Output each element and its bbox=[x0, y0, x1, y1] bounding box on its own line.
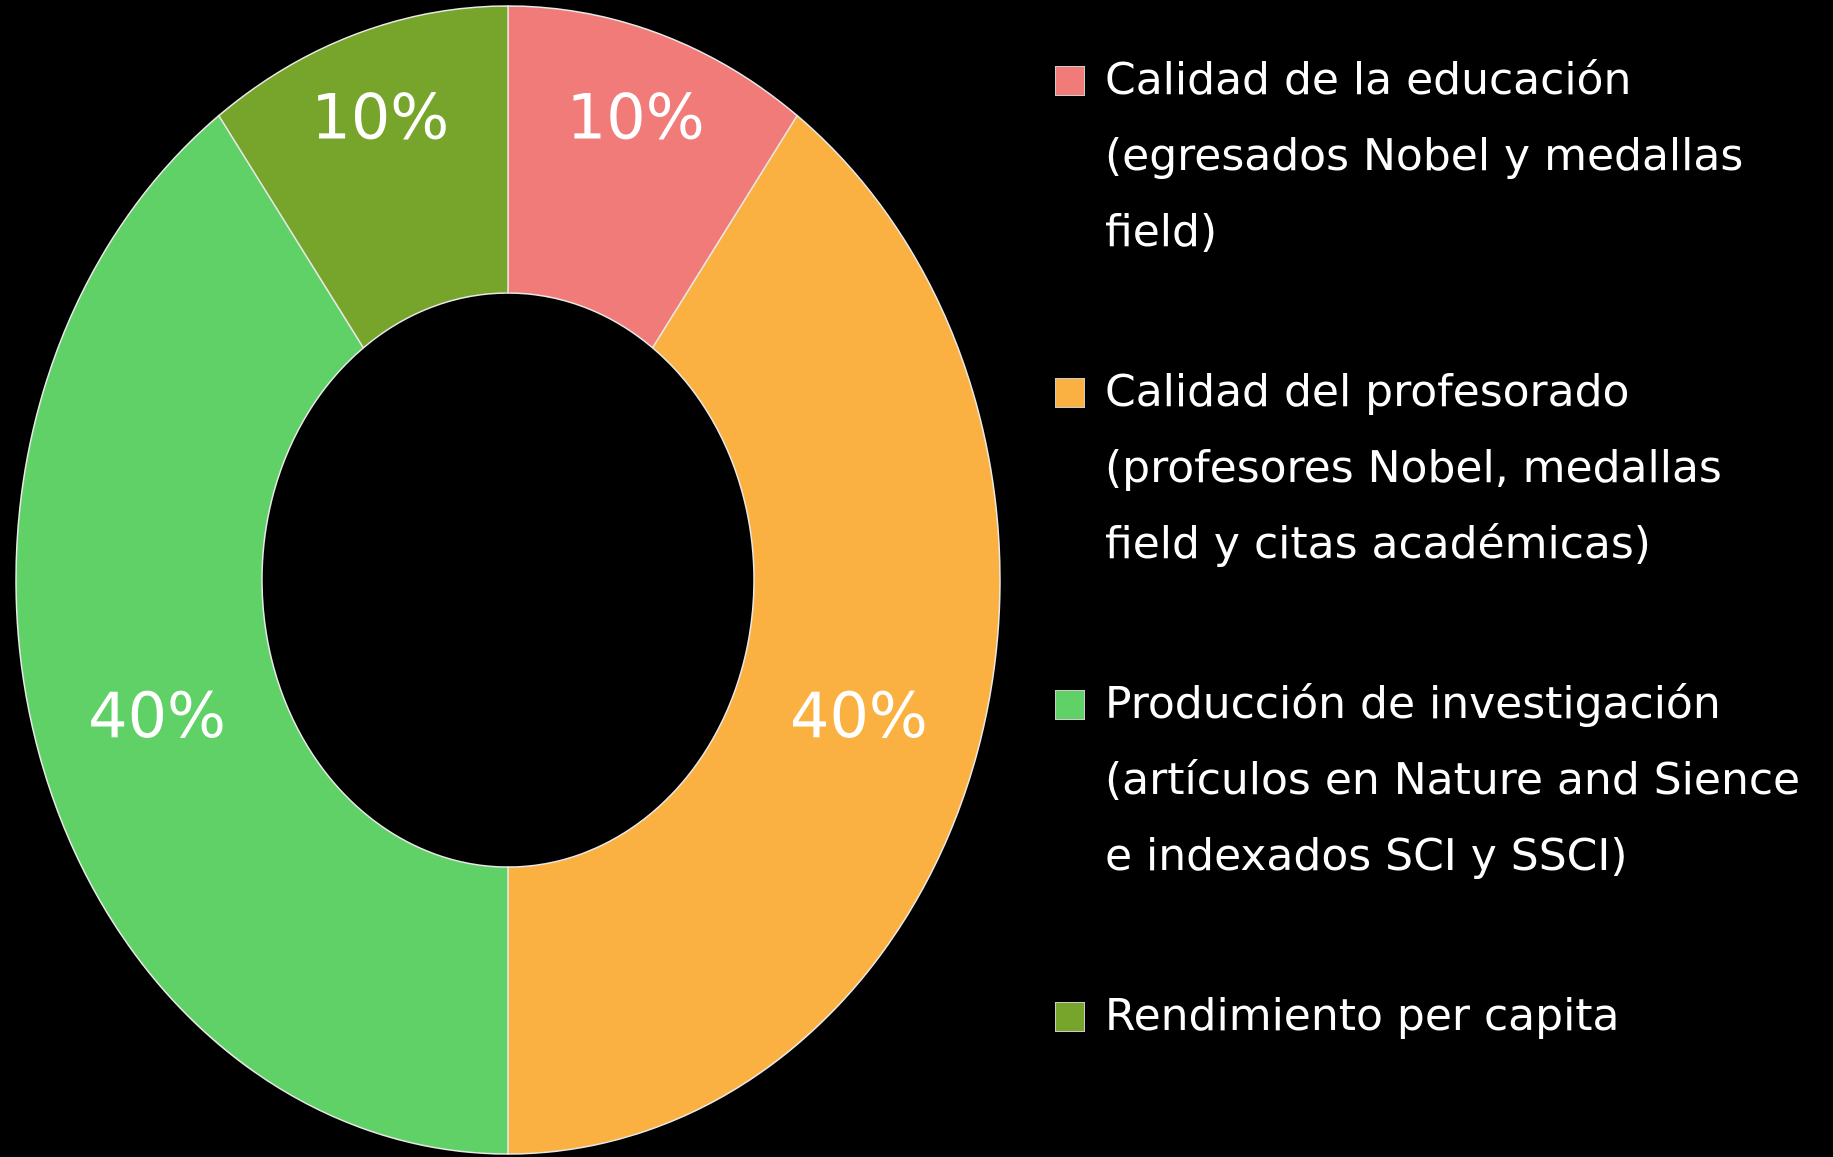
legend-label: Rendimiento per capita bbox=[1105, 990, 1620, 1041]
donut-slice bbox=[507, 5, 799, 349]
data-label: 10% bbox=[311, 81, 449, 154]
legend-item: Rendimiento per capita bbox=[1055, 978, 1805, 1054]
legend-label: Calidad de la educación (egresados Nobel… bbox=[1105, 54, 1744, 257]
data-label: 40% bbox=[88, 679, 226, 752]
legend-swatch bbox=[1055, 690, 1085, 720]
data-label: 10% bbox=[567, 81, 705, 154]
legend-label: Calidad del profesorado (profesores Nobe… bbox=[1105, 366, 1722, 569]
legend-item: Producción de investigación (artículos e… bbox=[1055, 666, 1805, 894]
legend-item: Calidad de la educación (egresados Nobel… bbox=[1055, 42, 1805, 270]
donut-slice bbox=[15, 114, 509, 1155]
legend-item: Calidad del profesorado (profesores Nobe… bbox=[1055, 354, 1805, 582]
data-label: 40% bbox=[790, 679, 928, 752]
legend-label: Producción de investigación (artículos e… bbox=[1105, 678, 1801, 881]
legend-swatch bbox=[1055, 66, 1085, 96]
legend: Calidad de la educación (egresados Nobel… bbox=[1055, 42, 1833, 1138]
donut-slice bbox=[507, 114, 1001, 1155]
legend-swatch bbox=[1055, 378, 1085, 408]
legend-swatch bbox=[1055, 1002, 1085, 1032]
donut-slice bbox=[217, 5, 509, 349]
